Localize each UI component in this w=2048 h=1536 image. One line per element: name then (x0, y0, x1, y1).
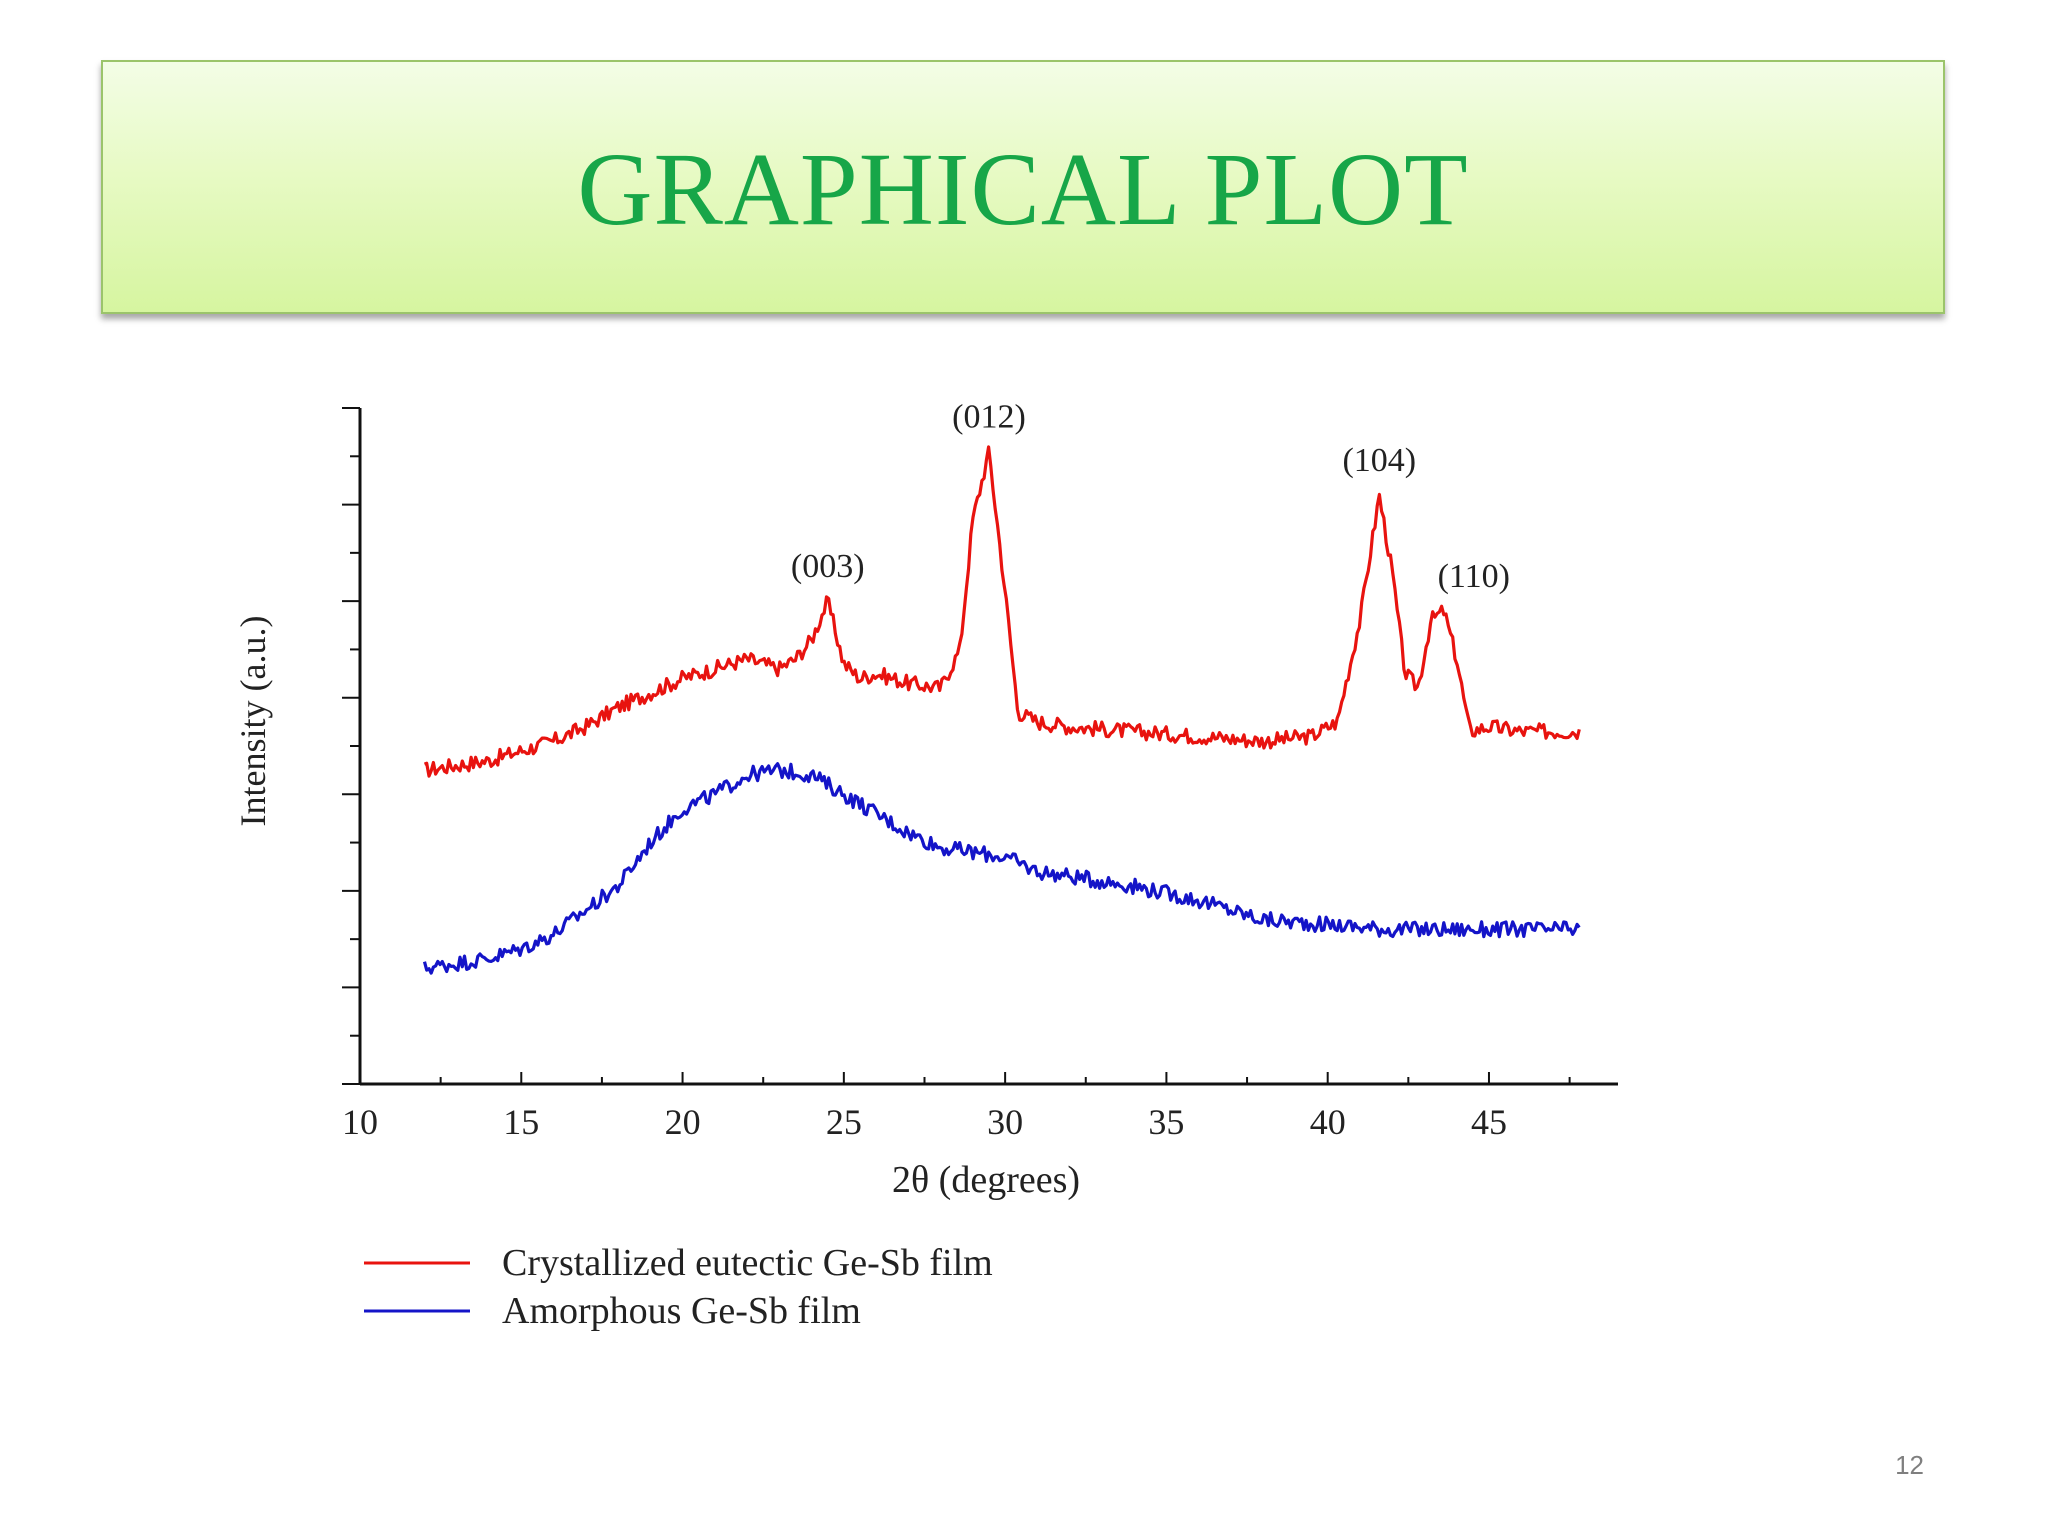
x-tick-label: 45 (1471, 1102, 1507, 1142)
series-line (423, 445, 1581, 778)
x-tick-label: 40 (1310, 1102, 1346, 1142)
peak-annotations: (003) (012) (104) (110) (791, 398, 1510, 594)
x-tick-label: 35 (1148, 1102, 1184, 1142)
x-tick-label: 25 (826, 1102, 862, 1142)
x-axis-title: 2θ (degrees) (892, 1159, 1080, 1201)
peak-label: (110) (1438, 558, 1510, 595)
slide-title: GRAPHICAL PLOT (577, 131, 1469, 247)
legend: Crystallized eutectic Ge-Sb film Amorphou… (364, 1242, 993, 1332)
x-tick-label: 10 (342, 1102, 378, 1142)
series-lines (422, 445, 1581, 975)
x-tick-label: 30 (987, 1102, 1023, 1142)
series-line (422, 762, 1581, 975)
peak-label: (003) (791, 548, 865, 585)
legend-label: Amorphous Ge-Sb film (502, 1290, 861, 1332)
x-tick-label: 20 (665, 1102, 701, 1142)
y-axis-title: Intensity (a.u.) (233, 616, 273, 827)
axes: 10 15 20 25 30 35 40 45 (342, 407, 1618, 1142)
peak-label: (012) (952, 398, 1026, 435)
x-tick-label: 15 (503, 1102, 539, 1142)
peak-label: (104) (1342, 442, 1416, 479)
page-number: 12 (1895, 1450, 1924, 1480)
legend-label: Crystallized eutectic Ge-Sb film (502, 1242, 993, 1284)
title-banner: GRAPHICAL PLOT (101, 60, 1945, 314)
